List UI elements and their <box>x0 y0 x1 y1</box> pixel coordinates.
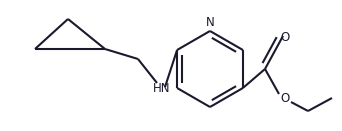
Text: O: O <box>280 91 290 105</box>
Text: HN: HN <box>153 83 171 95</box>
Text: O: O <box>280 31 290 44</box>
Text: N: N <box>206 16 214 29</box>
